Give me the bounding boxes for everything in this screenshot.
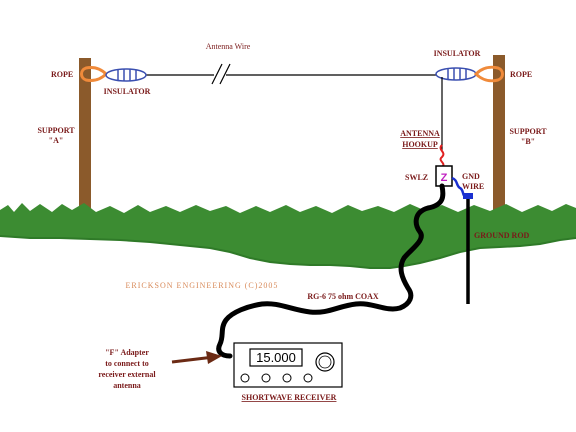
adapter-arrow (171, 351, 222, 364)
support-b-label: SUPPORT (509, 127, 547, 136)
receiver-knob-4 (303, 373, 313, 383)
receiver-display (249, 348, 303, 367)
f-adapter-label-2: to connect to (105, 359, 149, 368)
antenna-hookup-sublabel: HOOKUP (402, 140, 438, 149)
coax-label: RG-6 75 ohm COAX (307, 292, 379, 301)
swlz-label: SWLZ (405, 173, 428, 182)
support-pole-b (493, 55, 505, 220)
coax-cable (216, 183, 446, 359)
support-b-sublabel: "B" (521, 137, 535, 146)
gnd-wire-sublabel: WIRE (462, 182, 484, 191)
receiver-knob-2 (261, 373, 271, 383)
support-a-sublabel: "A" (49, 136, 64, 145)
support-pole-a (79, 58, 91, 218)
receiver-frequency: 15.000 (256, 350, 296, 365)
ground-rod-label: GROUND ROD (474, 231, 530, 240)
insulator-right-label: INSULATOR (434, 49, 481, 58)
f-adapter-label-4: antenna (113, 381, 141, 390)
swlz-balun: Z (435, 165, 453, 187)
receiver-knob-3 (282, 373, 292, 383)
swlz-symbol: Z (441, 172, 448, 184)
shortwave-receiver: 15.000 (233, 342, 343, 388)
f-adapter-label-3: receiver external (98, 370, 156, 379)
insulator-left-label: INSULATOR (104, 87, 151, 96)
ground-grass (0, 203, 576, 269)
antenna-hookup-wire (439, 144, 445, 168)
ground-rod-clamp (463, 193, 473, 199)
gnd-wire-label: GND (462, 172, 480, 181)
receiver-knob-1 (240, 373, 250, 383)
f-adapter-label-1: "F" Adapter (105, 348, 149, 357)
copyright-label: ERICKSON ENGINEERING (C)2005 (126, 281, 279, 290)
rope-right (473, 65, 504, 83)
rope-left-label: ROPE (51, 70, 73, 79)
antenna-wire-label: Antenna Wire (206, 42, 251, 51)
rope-right-label: ROPE (510, 70, 532, 79)
receiver-label: SHORTWAVE RECEIVER (242, 393, 337, 402)
rope-left (80, 66, 109, 82)
antenna-hookup-label: ANTENNA (400, 129, 440, 138)
support-a-label: SUPPORT (37, 126, 75, 135)
insulator-right (435, 67, 477, 81)
insulator-left (105, 68, 147, 82)
wire-break-mark (211, 63, 231, 85)
